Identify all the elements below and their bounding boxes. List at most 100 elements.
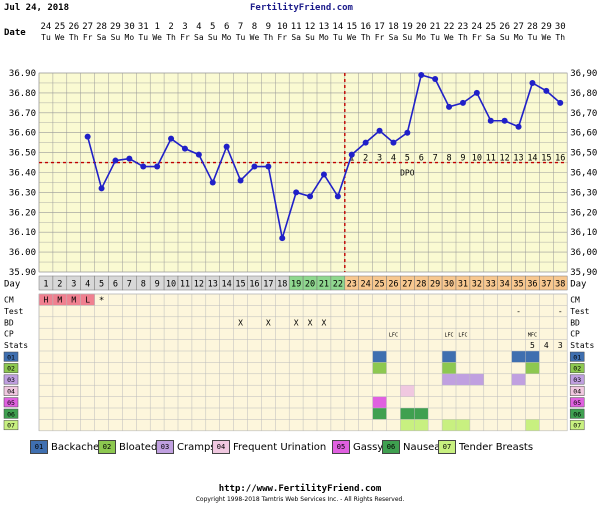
- symptom-cell: [525, 351, 540, 363]
- symptom-row-box-right: [569, 397, 585, 408]
- weekday-label: Th: [166, 33, 176, 42]
- weekday-label: Fr: [83, 33, 93, 42]
- row-label: BD: [4, 318, 14, 327]
- symptom-row-box: [3, 385, 19, 396]
- day-number: 28: [416, 280, 426, 290]
- y-tick-label: 36.00: [9, 248, 36, 258]
- row-label-right: CP: [570, 330, 580, 339]
- symptom-cell: [442, 362, 456, 374]
- date-label: 25: [485, 22, 496, 32]
- row-label-right: Stats: [570, 341, 594, 350]
- temperature-point: [404, 129, 411, 136]
- day-number: 29: [430, 280, 440, 290]
- dpo-label: 14: [527, 154, 537, 164]
- date-label: 7: [238, 22, 243, 32]
- weekday-label: Sa: [291, 33, 301, 42]
- day-number: 27: [402, 280, 412, 290]
- temperature-point: [334, 193, 341, 200]
- temperature-point: [390, 139, 397, 146]
- day-number: 35: [513, 280, 523, 290]
- weekday-label: Fr: [277, 33, 287, 42]
- weekday-label: Su: [305, 33, 315, 42]
- day-number: 20: [305, 280, 315, 290]
- symptom-cell: [469, 373, 484, 386]
- symptom-cell: [442, 419, 456, 431]
- cm-value: M: [57, 296, 62, 305]
- y-tick-label: 36.10: [9, 228, 36, 238]
- symptom-cell: [511, 373, 526, 386]
- date-label: 27: [513, 22, 524, 32]
- day-number: 26: [388, 280, 398, 290]
- stats-value: 3: [558, 341, 563, 350]
- date-label: 1: [154, 22, 159, 32]
- day-number: 6: [113, 280, 118, 290]
- date-label: 29: [541, 22, 552, 32]
- symptom-row-box-right: [569, 408, 585, 419]
- symptom-cell: [442, 373, 456, 386]
- day-number: 30: [444, 280, 454, 290]
- y-tick-label-right: 36,70: [570, 109, 597, 119]
- symptom-cell: [400, 419, 415, 431]
- row-label: Test: [4, 307, 23, 316]
- symptom-row-code: 06: [7, 410, 15, 418]
- cp-value: LFC: [458, 333, 467, 339]
- site-name: FertilityFriend.com: [250, 3, 353, 13]
- weekday-label: Tu: [528, 33, 538, 42]
- temperature-point: [112, 157, 119, 164]
- row-label: CM: [4, 296, 14, 305]
- temperature-point: [237, 177, 244, 184]
- date-label: 20: [416, 22, 427, 32]
- stats-value: 5: [530, 341, 535, 350]
- legend-label: Nausea: [403, 442, 441, 453]
- temperature-point: [348, 151, 355, 158]
- legend-label: Backache: [51, 442, 100, 453]
- day-number: 24: [361, 280, 371, 290]
- date-label: 21: [430, 22, 441, 32]
- day-number: 37: [541, 280, 551, 290]
- weekday-label: We: [55, 33, 65, 42]
- symptom-row-box: [3, 374, 19, 385]
- day-number: 10: [166, 280, 176, 290]
- date-label: 11: [291, 22, 302, 32]
- cm-value: *: [99, 296, 104, 306]
- temperature-point: [209, 179, 216, 186]
- day-number: 21: [319, 280, 329, 290]
- date-label: 24: [471, 22, 482, 32]
- y-tick-label: 36.30: [9, 188, 36, 198]
- symptom-cell: [525, 362, 540, 374]
- symptom-row-box-right: [569, 374, 585, 385]
- legend-item: 02 Bloated: [98, 440, 157, 454]
- date-label: 8: [252, 22, 257, 32]
- symptom-row-box-right: [569, 363, 585, 374]
- temperature-point: [557, 99, 564, 106]
- date-label: 2: [168, 22, 173, 32]
- chart-header: Jul 24, 2018 FertilityFriend.com: [0, 0, 600, 14]
- date-label: 16: [360, 22, 371, 32]
- symptom-row-box-right: [569, 351, 585, 362]
- day-number: 38: [555, 280, 565, 290]
- weekday-label: Th: [361, 33, 371, 42]
- weekday-label: Sa: [97, 33, 107, 42]
- row-label: Stats: [4, 341, 28, 350]
- weekday-label: Fr: [375, 33, 385, 42]
- day-number: 14: [222, 280, 232, 290]
- date-label: 17: [374, 22, 385, 32]
- y-tick-label: 36.60: [9, 129, 36, 139]
- date-label: 13: [319, 22, 330, 32]
- symptom-row-code: 07: [7, 422, 15, 430]
- dpo-label: 12: [500, 154, 510, 164]
- footer-copyright: Copyright 1998-2018 Tamtris Web Services…: [195, 496, 405, 503]
- temperature-point: [265, 163, 272, 170]
- symptom-cell: [372, 396, 387, 408]
- temperature-point: [293, 189, 300, 196]
- legend-code-box: 07: [438, 440, 456, 454]
- weekday-label: We: [444, 33, 454, 42]
- date-label: 24: [41, 22, 52, 32]
- cm-value: H: [44, 296, 49, 305]
- date-label: 29: [110, 22, 121, 32]
- symptom-row-box: [3, 351, 19, 362]
- day-number: 12: [194, 280, 204, 290]
- symptom-row-code: 05: [7, 399, 15, 407]
- weekday-label: Th: [458, 33, 468, 42]
- temperature-point: [487, 117, 494, 124]
